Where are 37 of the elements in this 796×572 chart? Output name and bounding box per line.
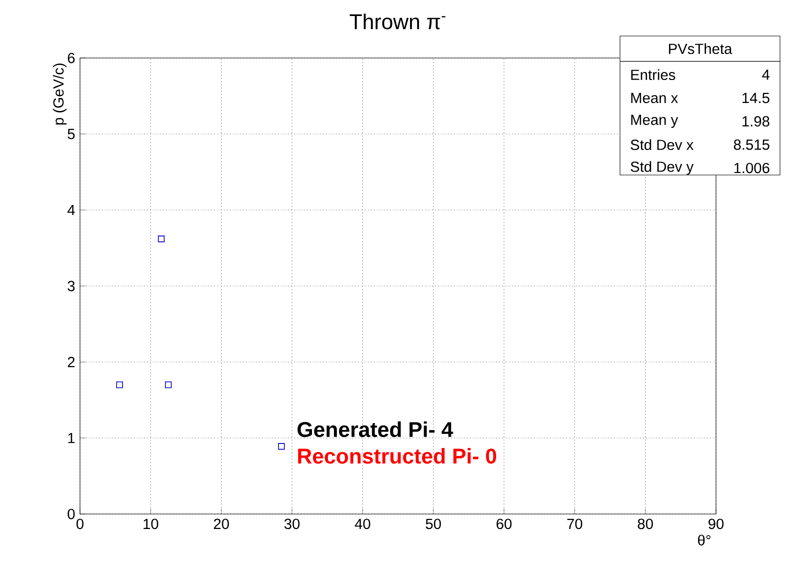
- y-tick-label: 2: [68, 356, 75, 368]
- x-tick-label: 50: [426, 518, 441, 530]
- x-tick-label: 10: [144, 518, 158, 530]
- x-tick-label: 80: [638, 518, 653, 530]
- x-tick-label: 60: [496, 518, 512, 530]
- x-axis-title: θ°: [698, 534, 710, 546]
- x-tick-label: 30: [284, 518, 300, 530]
- x-tick-label: 0: [76, 518, 84, 530]
- text: PVsTheta: [669, 43, 732, 54]
- y-tick-label: 1: [68, 432, 75, 444]
- annotation: Reconstructed Pi- 0: [298, 448, 496, 464]
- point: [278, 443, 285, 450]
- annotation: Mean x: [631, 92, 678, 104]
- point: [158, 236, 165, 242]
- text: 14.5: [742, 92, 770, 104]
- annotation: Std Dev x: [630, 139, 694, 150]
- x-tick-label: 70: [567, 518, 582, 530]
- annotation: Generated Pi- 4: [298, 421, 454, 438]
- point: [165, 381, 172, 388]
- y-tick-label: 5: [68, 128, 75, 140]
- annotation: Mean y: [631, 114, 678, 128]
- y-tick-label: 4: [67, 204, 75, 216]
- annotation: Std Dev y: [630, 161, 694, 175]
- y-tick-label: 3: [68, 280, 75, 292]
- y-axis-title: p (GeV/c): [52, 64, 67, 125]
- annotation: Entries: [631, 69, 676, 80]
- y-tick-label: 0: [68, 508, 75, 520]
- text: 8.515: [734, 139, 770, 150]
- text: 1.98: [742, 116, 770, 127]
- x-tick-label: 90: [708, 518, 724, 530]
- y-tick-label: 6: [68, 52, 75, 64]
- x-tick-label: 20: [214, 518, 229, 530]
- point: [116, 381, 123, 388]
- x-tick-label: 40: [354, 518, 370, 530]
- text: 1.006: [734, 162, 770, 174]
- text: 4: [762, 70, 770, 80]
- chart-title: Thrown π$^{-}$: [350, 14, 446, 30]
